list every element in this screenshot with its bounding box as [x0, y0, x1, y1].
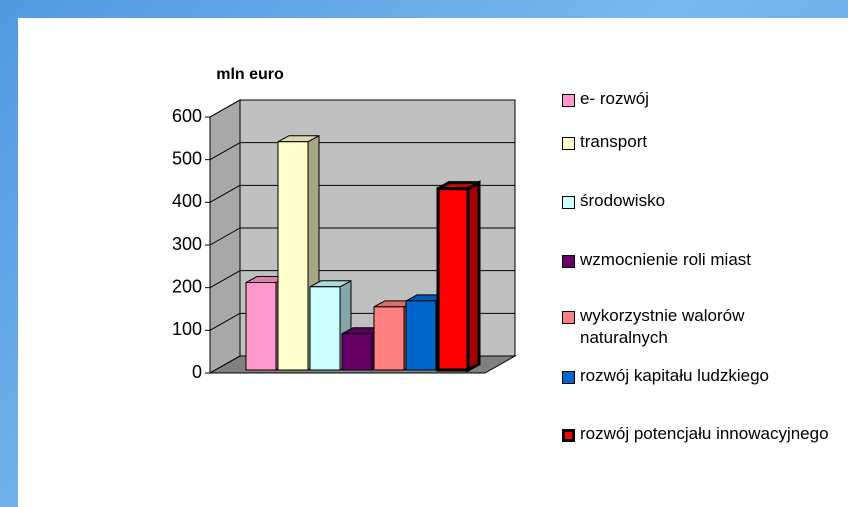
legend-swatch [562, 255, 575, 268]
legend-item: e- rozwój [562, 88, 832, 110]
grid-line [209, 270, 241, 289]
bar [277, 141, 309, 371]
y-tick-label: 0 [192, 362, 202, 382]
legend-swatch [562, 371, 575, 384]
y-tick-label: 100 [172, 319, 202, 339]
legend-item: środowisko [562, 190, 832, 212]
legend-label: transport [580, 132, 648, 151]
bar [405, 300, 437, 371]
y-tick-label: 300 [172, 234, 202, 254]
legend-item: rozwój kapitału ludzkiego [562, 365, 832, 387]
bar-side [466, 180, 481, 373]
grid-line [209, 312, 241, 331]
legend-item: wzmocnienie roli miast [562, 249, 832, 271]
grid-line [209, 227, 241, 246]
bar [341, 333, 373, 371]
legend-label: rozwój kapitału ludzkiego [580, 366, 769, 385]
legend-item: wykorzystnie walorów naturalnych [562, 305, 832, 349]
bar [436, 187, 470, 372]
chart-title: mln euro [216, 66, 284, 83]
legend-label: środowisko [580, 191, 666, 210]
y-tick-label: 200 [172, 276, 202, 296]
grid-line [209, 184, 241, 203]
legend-item: transport [562, 131, 832, 153]
grid-line [209, 355, 241, 374]
legend-label: wzmocnienie roli miast [580, 250, 751, 269]
y-tick-label: 500 [172, 148, 202, 168]
legend-swatch [562, 311, 575, 324]
legend-label: e- rozwój [580, 89, 649, 108]
bar [245, 282, 277, 371]
y-tick-label: 600 [172, 106, 202, 126]
legend-label: wykorzystnie walorów naturalnych [580, 306, 745, 347]
legend-swatch [562, 196, 575, 209]
legend-label: rozwój potencjału innowacyjnego [580, 424, 829, 443]
legend-swatch [562, 429, 575, 442]
legend-swatch [562, 94, 575, 107]
bar [373, 306, 405, 371]
legend-swatch [562, 137, 575, 150]
legend-item: rozwój potencjału innowacyjnego [562, 423, 832, 445]
grid-line [209, 142, 241, 161]
grid-line [209, 99, 241, 118]
y-tick-label: 400 [172, 191, 202, 211]
bar [309, 286, 341, 371]
